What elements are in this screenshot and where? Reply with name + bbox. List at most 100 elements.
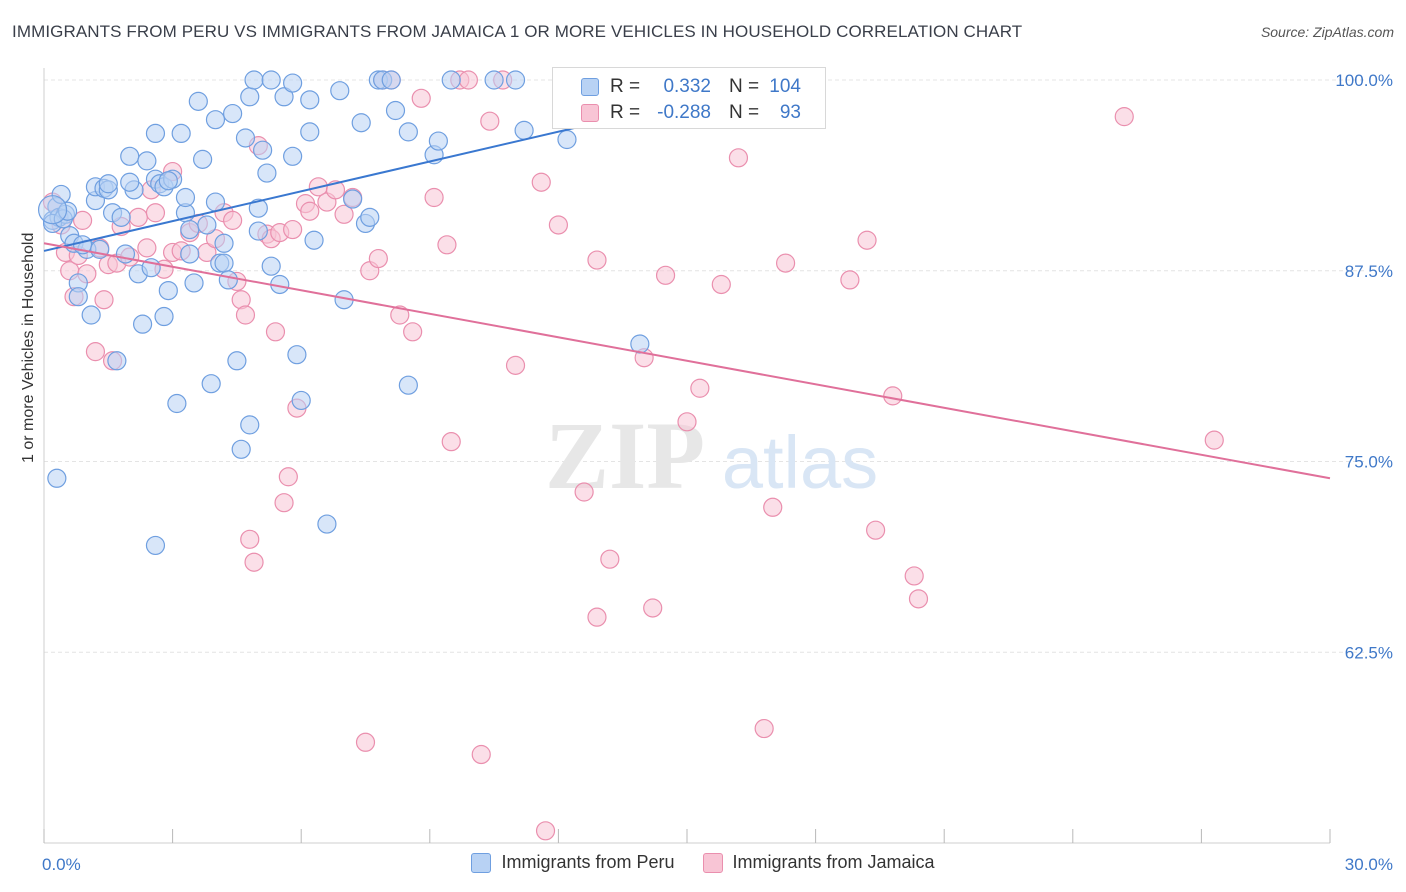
peru-r-label: R = bbox=[610, 76, 641, 97]
peru-point bbox=[171, 123, 191, 144]
peru-point bbox=[47, 468, 67, 488]
jamaica-point bbox=[840, 270, 860, 290]
jamaica-point bbox=[274, 493, 294, 513]
peru-point bbox=[283, 146, 303, 166]
peru-point bbox=[261, 256, 281, 276]
peru-point bbox=[557, 129, 577, 150]
peru-point bbox=[223, 103, 243, 124]
peru-point bbox=[193, 149, 213, 169]
peru-swatch bbox=[581, 78, 599, 96]
legend-item-peru[interactable]: Immigrants from Peru bbox=[471, 852, 675, 873]
x-tick-label: 0.0% bbox=[42, 855, 81, 874]
jamaica-point bbox=[531, 172, 551, 192]
peru-point bbox=[385, 100, 406, 121]
legend-label-peru: Immigrants from Peru bbox=[501, 852, 675, 872]
peru-n-label: N = bbox=[729, 76, 760, 97]
peru-point bbox=[231, 439, 251, 459]
tick-labels: 62.5% 75.0% 87.5% 100.0% 0.0% 30.0% bbox=[42, 71, 1393, 874]
jamaica-point bbox=[437, 235, 457, 255]
jamaica-point bbox=[368, 248, 388, 269]
jamaica-trend-line bbox=[43, 242, 1331, 480]
peru-point bbox=[120, 146, 140, 166]
peru-point bbox=[145, 123, 166, 144]
stats-row-peru: R = 0.332 N = 104 bbox=[553, 75, 825, 99]
peru-point bbox=[235, 128, 256, 148]
jamaica-point bbox=[223, 210, 243, 230]
legend-label-jamaica: Immigrants from Jamaica bbox=[732, 852, 935, 872]
jamaica-point bbox=[857, 230, 877, 250]
jamaica-n-value: 93 bbox=[779, 102, 801, 123]
peru-point bbox=[214, 253, 234, 273]
watermark-atlas: atlas bbox=[722, 421, 878, 504]
peru-point bbox=[317, 514, 337, 534]
jamaica-point bbox=[278, 467, 298, 487]
jamaica-point bbox=[866, 520, 886, 540]
jamaica-point bbox=[403, 322, 423, 342]
peru-point bbox=[248, 198, 268, 218]
peru-n-value: 104 bbox=[769, 76, 801, 97]
peru-point bbox=[154, 306, 174, 327]
peru-point bbox=[218, 270, 238, 290]
peru-point bbox=[381, 70, 401, 90]
peru-point bbox=[68, 287, 88, 307]
chart-title: IMMIGRANTS FROM PERU VS IMMIGRANTS FROM … bbox=[12, 22, 1023, 41]
jamaica-point bbox=[145, 203, 166, 223]
peru-point bbox=[257, 163, 277, 183]
peru-point bbox=[505, 70, 526, 90]
jamaica-point bbox=[643, 598, 663, 618]
peru-point bbox=[188, 91, 208, 111]
jamaica-point bbox=[94, 290, 114, 310]
series-peru bbox=[37, 70, 654, 556]
jamaica-point bbox=[85, 342, 106, 362]
jamaica-point bbox=[424, 187, 444, 208]
legend-item-jamaica[interactable]: Immigrants from Jamaica bbox=[702, 852, 935, 873]
jamaica-point bbox=[283, 219, 303, 240]
peru-point bbox=[253, 140, 273, 160]
jamaica-point bbox=[904, 566, 924, 586]
jamaica-point bbox=[505, 355, 526, 375]
peru-point bbox=[201, 374, 221, 394]
peru-point bbox=[240, 415, 260, 435]
jamaica-n-label: N = bbox=[729, 102, 760, 123]
peru-point bbox=[360, 207, 380, 227]
jamaica-point bbox=[574, 482, 594, 502]
peru-point bbox=[205, 110, 226, 130]
y-tick-label: 62.5% bbox=[1345, 643, 1393, 662]
jamaica-point bbox=[535, 821, 556, 841]
peru-point bbox=[90, 239, 110, 259]
jamaica-point bbox=[244, 552, 264, 572]
peru-r-value: 0.332 bbox=[663, 76, 711, 97]
peru-point bbox=[343, 189, 363, 209]
stats-row-jamaica: R = -0.288 N = 93 bbox=[553, 101, 825, 125]
peru-point bbox=[214, 233, 234, 253]
legend: Immigrants from Peru Immigrants from Jam… bbox=[0, 852, 1406, 873]
jamaica-point bbox=[1204, 430, 1224, 450]
jamaica-point bbox=[128, 207, 148, 227]
jamaica-swatch bbox=[581, 104, 599, 122]
jamaica-r-value: -0.288 bbox=[657, 102, 711, 123]
peru-point bbox=[180, 219, 200, 240]
jamaica-point bbox=[240, 529, 260, 549]
peru-point bbox=[514, 120, 534, 140]
peru-point bbox=[37, 195, 68, 225]
jamaica-point bbox=[137, 238, 157, 258]
peru-point bbox=[398, 375, 418, 395]
jamaica-point bbox=[711, 274, 731, 295]
peru-point bbox=[81, 305, 101, 325]
peru-point bbox=[184, 273, 204, 293]
peru-point bbox=[330, 81, 350, 101]
axes bbox=[43, 68, 1331, 844]
peru-point bbox=[248, 221, 268, 241]
peru-point bbox=[351, 113, 371, 133]
jamaica-point bbox=[300, 201, 320, 221]
peru-point bbox=[107, 351, 127, 371]
peru-point bbox=[205, 192, 226, 212]
peru-point bbox=[158, 171, 178, 191]
jamaica-point bbox=[441, 432, 461, 452]
peru-point bbox=[283, 73, 303, 93]
peru-point bbox=[158, 280, 178, 301]
jamaica-point bbox=[655, 265, 676, 285]
jamaica-point bbox=[775, 253, 796, 273]
jamaica-point bbox=[265, 322, 286, 342]
